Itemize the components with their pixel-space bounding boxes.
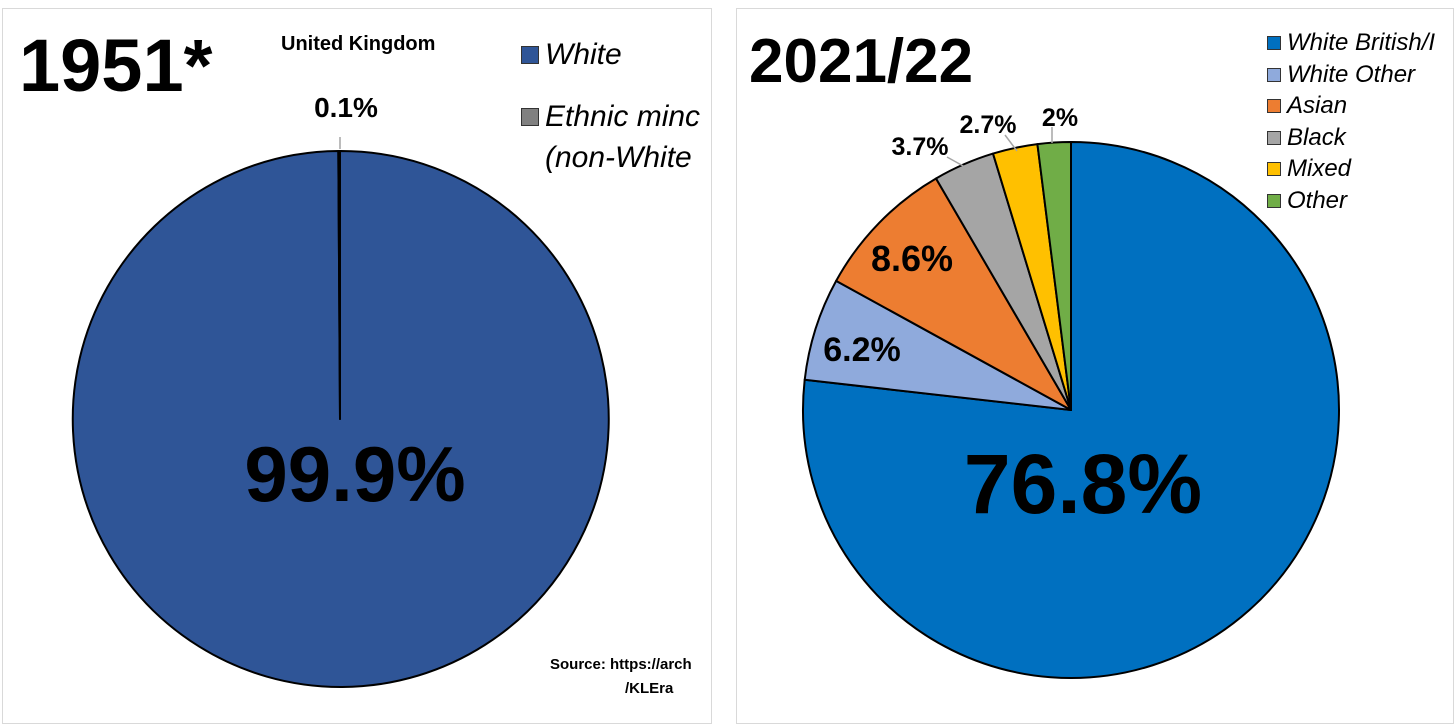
legend-label: Ethnic minc (non-White: [545, 100, 701, 174]
data-label: 2%: [1042, 104, 1078, 132]
legend-item: Ethnic minc (non-White: [521, 97, 700, 178]
source-note: Source: https://arch /KLEra: [550, 653, 692, 701]
legend-label: Asian: [1287, 92, 1348, 119]
legend-swatch: [1267, 162, 1281, 177]
pie-slice-ethnic-minority-non-white: [337, 150, 341, 420]
chart-subtitle: United Kingdom: [281, 33, 436, 55]
label-leader-line: [1004, 134, 1018, 152]
legend-label: White Other: [1287, 60, 1416, 88]
legend-label: White: [545, 38, 622, 71]
data-label: 3.7%: [892, 133, 949, 161]
data-label: 99.9%: [244, 430, 465, 518]
legend-swatch: [1267, 130, 1281, 145]
legend-swatch: [1267, 36, 1281, 51]
legend-item: Black: [1267, 122, 1346, 154]
legend-label: Black: [1287, 123, 1346, 151]
legend-label: White British/I: [1287, 29, 1436, 56]
legend-item: White: [521, 35, 622, 76]
legend-swatch: [1267, 193, 1281, 208]
chart-panel-2021: 2021/22 76.8% 6.2% 8.6% 3.7% 2.7% 2% White Br…: [736, 8, 1454, 724]
legend-swatch: [521, 108, 539, 127]
legend-label: Other: [1287, 186, 1348, 214]
legend-item: Other: [1267, 185, 1347, 217]
chart-title: 1951*: [19, 24, 213, 107]
pie-chart-2021: 76.8% 6.2% 8.6% 3.7% 2.7% 2%: [802, 104, 1340, 679]
data-label: 8.6%: [871, 238, 953, 279]
data-label: 0.1%: [314, 92, 378, 123]
source-line-2: /KLEra: [625, 680, 674, 697]
legend-label: Mixed: [1287, 155, 1352, 182]
pie-slice-asian: [835, 177, 1072, 411]
legend-swatch: [1267, 67, 1281, 82]
legend-item: White Other: [1267, 59, 1415, 91]
legend-swatch: [1267, 99, 1281, 114]
label-leader-line: [946, 156, 966, 168]
legend-item: White British/I: [1267, 27, 1435, 59]
chart-panel-1951: 1951* United Kingdom 99.9% 0.1% White Ethn…: [2, 8, 712, 724]
data-label: 76.8%: [964, 437, 1202, 531]
pie-slice-other: [1036, 140, 1072, 411]
legend-item: Asian: [1267, 90, 1347, 122]
pie-chart-1951: 99.9% 0.1%: [71, 92, 610, 688]
chart-title: 2021/22: [749, 27, 974, 96]
legend-item: Mixed: [1267, 153, 1351, 185]
legend-swatch: [521, 46, 539, 65]
data-label: 6.2%: [823, 331, 901, 369]
source-line-1: Source: https://arch: [550, 656, 692, 673]
data-label: 2.7%: [960, 111, 1017, 139]
